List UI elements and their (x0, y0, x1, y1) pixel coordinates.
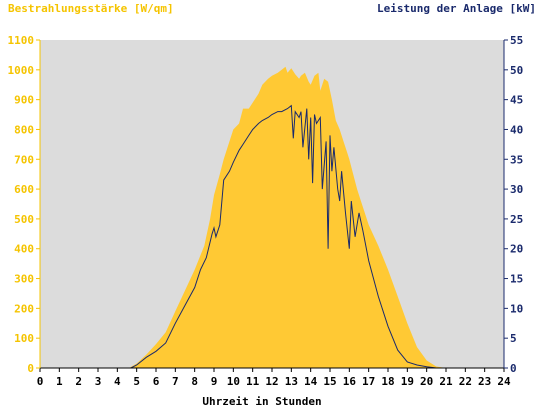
irradiance-area-layer (40, 66, 504, 369)
left-tick-label: 900 (14, 94, 34, 107)
left-tick-label: 100 (14, 332, 34, 345)
right-tick-label: 20 (510, 243, 523, 256)
power-line (40, 104, 504, 369)
x-tick-label: 10 (227, 375, 240, 388)
right-tick-label: 50 (510, 64, 523, 77)
x-axis-title: Uhrzeit in Stunden (202, 395, 321, 408)
x-tick-label: 2 (75, 375, 82, 388)
x-tick-label: 19 (401, 375, 414, 388)
left-tick-label: 200 (14, 302, 34, 315)
x-tick-label: 24 (497, 375, 511, 388)
right-tick-label: 55 (510, 34, 523, 47)
left-tick-label: 600 (14, 183, 34, 196)
left-tick-label: 700 (14, 153, 34, 166)
right-tick-label: 25 (510, 213, 523, 226)
x-tick-label: 13 (285, 375, 298, 388)
x-tick-label: 4 (114, 375, 121, 388)
x-tick-label: 12 (265, 375, 278, 388)
left-tick-label: 300 (14, 273, 34, 286)
right-tick-label: 40 (510, 123, 523, 136)
x-tick-label: 7 (172, 375, 179, 388)
right-tick-label: 5 (510, 332, 517, 345)
x-tick-label: 9 (211, 375, 218, 388)
x-tick-label: 17 (362, 375, 375, 388)
left-tick-label: 1100 (8, 34, 35, 47)
x-tick-label: 11 (246, 375, 260, 388)
x-tick-label: 16 (343, 375, 357, 388)
right-axis-title: Leistung der Anlage [kW] (377, 2, 536, 15)
left-axis-title: Bestrahlungsstärke [W/qm] (8, 2, 174, 15)
right-tick-label: 30 (510, 183, 523, 196)
x-tick-label: 5 (133, 375, 140, 388)
left-tick-label: 800 (14, 123, 34, 136)
right-tick-label: 0 (510, 362, 517, 375)
x-tick-label: 14 (304, 375, 318, 388)
left-tick-label: 500 (14, 213, 34, 226)
x-tick-label: 18 (381, 375, 394, 388)
irradiance-area (40, 66, 504, 369)
right-tick-label: 35 (510, 153, 523, 166)
left-tick-label: 0 (27, 362, 34, 375)
x-tick-label: 15 (323, 375, 336, 388)
x-tick-label: 20 (420, 375, 433, 388)
power-line-layer (40, 104, 504, 369)
right-tick-label: 15 (510, 273, 523, 286)
x-tick-label: 23 (478, 375, 491, 388)
x-tick-label: 21 (439, 375, 453, 388)
x-tick-label: 3 (95, 375, 102, 388)
x-tick-label: 6 (153, 375, 160, 388)
right-tick-label: 10 (510, 302, 523, 315)
right-tick-label: 45 (510, 94, 523, 107)
x-tick-label: 8 (191, 375, 198, 388)
left-tick-label: 400 (14, 243, 34, 256)
x-tick-label: 1 (56, 375, 63, 388)
left-tick-label: 1000 (8, 64, 35, 77)
axes-layer: 0 1 2 3 4 5 6 7 8 9 10 11 12 13 14 15 16 17 18 19 20 21 22 23 24… (8, 34, 524, 388)
x-tick-label: 0 (37, 375, 44, 388)
x-tick-label: 22 (459, 375, 472, 388)
